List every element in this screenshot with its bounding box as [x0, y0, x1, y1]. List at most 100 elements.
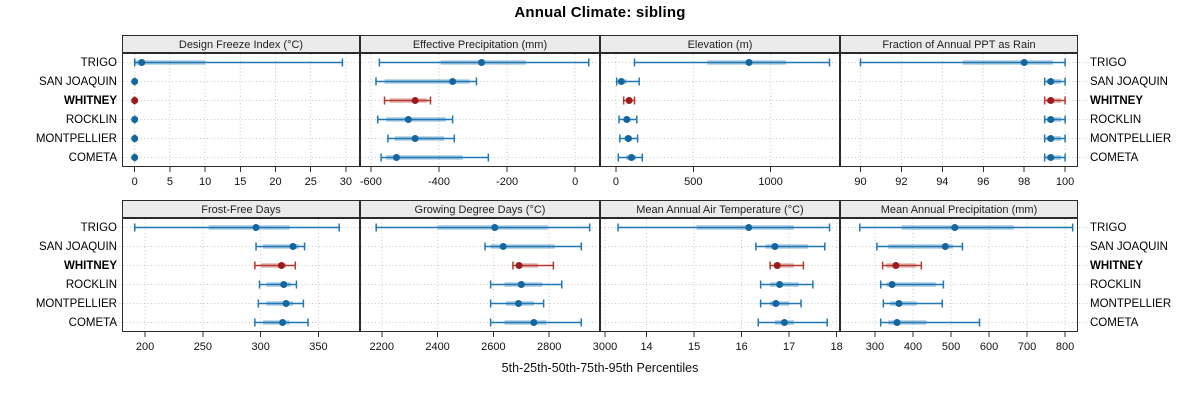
panel-header-strip — [122, 35, 360, 53]
median-dot — [131, 78, 139, 85]
median-dot — [773, 262, 781, 269]
median-dot — [515, 262, 523, 269]
median-dot — [780, 319, 788, 326]
median-dot — [449, 78, 457, 85]
interval-cometa — [380, 153, 490, 162]
median-dot — [289, 243, 297, 250]
interval-cometa — [879, 318, 981, 327]
panel-header-title: Mean Annual Precipitation (mm) — [881, 204, 1038, 216]
axis-tick-label: 14 — [640, 341, 652, 353]
panel-header-title: Mean Annual Air Temperature (°C) — [636, 204, 803, 216]
site-label-right-whitney: WHITNEY — [1090, 94, 1144, 107]
median-dot — [1047, 97, 1055, 104]
site-label-left-cometa: COMETA — [68, 151, 117, 164]
panel-header-strip — [600, 200, 840, 218]
median-dot — [625, 97, 633, 104]
interval-whitney — [881, 261, 923, 270]
site-label-right-rocklin: ROCKLIN — [1090, 278, 1142, 291]
median-dot — [491, 224, 499, 231]
median-dot — [1047, 154, 1055, 161]
site-label-left-rocklin: ROCKLIN — [65, 113, 117, 126]
axis-tick-label: 25 — [305, 176, 317, 188]
site-label-left-trigo: TRIGO — [80, 221, 117, 234]
panel-fraction-of-annual-ppt-as-rain: Fraction of Annual PPT as Rain 90 92 94 96 98… — [840, 35, 1090, 188]
median-dot — [515, 300, 523, 307]
median-dot — [745, 59, 753, 66]
panel-border — [360, 218, 600, 332]
median-dot — [895, 300, 903, 307]
interval-san-joaquin — [615, 77, 640, 86]
site-label-left-whitney: WHITNEY — [63, 94, 117, 107]
panel-header-title: Fraction of Annual PPT as Rain — [882, 39, 1035, 51]
median-dot — [623, 116, 631, 123]
interval-whitney — [254, 261, 297, 270]
median-dot — [499, 243, 507, 250]
site-label-left-rocklin: ROCKLIN — [65, 278, 117, 291]
site-label-right-san-joaquin: SAN JOAQUIN — [1090, 75, 1168, 88]
interval-trigo — [375, 223, 591, 232]
panel-mean-annual-air-temperature-c: Mean Annual Air Temperature (°C) 14 15 16 17… — [600, 200, 843, 353]
axis-tick-label: 800 — [1056, 341, 1074, 353]
axis-tick-label: 700 — [1018, 341, 1036, 353]
axis-tick-label: 0 — [572, 176, 578, 188]
interval-montpellier — [882, 299, 944, 308]
interval-whitney — [622, 96, 636, 105]
site-label-right-montpellier: MONTPELLIER — [1090, 297, 1172, 310]
median-dot — [478, 59, 486, 66]
panel-growing-degree-days-c: Growing Degree Days (°C) 2200 2400 2600 2800… — [360, 200, 617, 353]
axis-tick-label: 0 — [132, 176, 138, 188]
median-dot — [280, 281, 288, 288]
panel-header-title: Elevation (m) — [688, 39, 753, 51]
interval-san-joaquin — [755, 242, 826, 251]
median-dot — [392, 154, 400, 161]
interval-montpellier — [489, 299, 545, 308]
axis-tick-label: 2400 — [425, 341, 449, 353]
median-dot — [279, 319, 287, 326]
interval-whitney — [1043, 96, 1066, 105]
axis-tick-label: 10 — [199, 176, 211, 188]
median-dot — [627, 154, 635, 161]
median-dot — [530, 319, 538, 326]
median-dot — [892, 262, 900, 269]
panel-design-freeze-index-c: Design Freeze Index (°C) 0 5 10 15 20 25 30 — [109, 35, 360, 188]
median-dot — [772, 300, 780, 307]
axis-tick-label: -400 — [428, 176, 450, 188]
axis-tick-label: 15 — [688, 341, 700, 353]
interval-montpellier — [131, 134, 139, 143]
site-label-left-montpellier: MONTPELLIER — [35, 297, 117, 310]
interval-montpellier — [759, 299, 802, 308]
panel-mean-annual-precipitation-mm: Mean Annual Precipitation (mm) 300 400 500 6… — [840, 200, 1090, 353]
figure-title: Annual Climate: sibling — [514, 4, 686, 21]
interval-trigo — [133, 58, 344, 67]
interval-cometa — [757, 318, 828, 327]
site-label-left-cometa: COMETA — [68, 316, 117, 329]
panel-frost-free-days: Frost-Free Days 200 250 300 350 — [109, 200, 360, 353]
panel-header-title: Effective Precipitation (mm) — [413, 39, 547, 51]
panel-border — [840, 218, 1078, 332]
interval-trigo — [859, 223, 1074, 232]
interval-rocklin — [258, 280, 298, 289]
interval-trigo — [859, 58, 1066, 67]
median-dot — [941, 243, 949, 250]
site-label-right-montpellier: MONTPELLIER — [1090, 132, 1172, 145]
panel-header-strip — [600, 35, 840, 53]
axis-tick-label: -600 — [360, 176, 382, 188]
interval-montpellier — [387, 134, 456, 143]
panel-elevation-m: Elevation (m) 0 500 1000 — [600, 35, 840, 188]
axis-tick-label: 500 — [684, 176, 702, 188]
axis-tick-label: 2200 — [370, 341, 394, 353]
panel-border — [122, 218, 360, 332]
interval-rocklin — [1043, 115, 1066, 124]
median-dot — [411, 97, 419, 104]
axis-tick-label: 18 — [831, 341, 843, 353]
axis-tick-label: 17 — [783, 341, 795, 353]
median-dot — [411, 135, 419, 142]
median-dot — [617, 78, 625, 85]
interval-trigo — [378, 58, 590, 67]
median-dot — [252, 224, 260, 231]
median-dot — [404, 116, 412, 123]
interval-cometa — [254, 318, 309, 327]
axis-tick-label: 350 — [309, 341, 327, 353]
percentile-caption: 5th-25th-50th-75th-95th Percentiles — [501, 361, 699, 375]
panel-header-title: Growing Degree Days (°C) — [415, 204, 546, 216]
